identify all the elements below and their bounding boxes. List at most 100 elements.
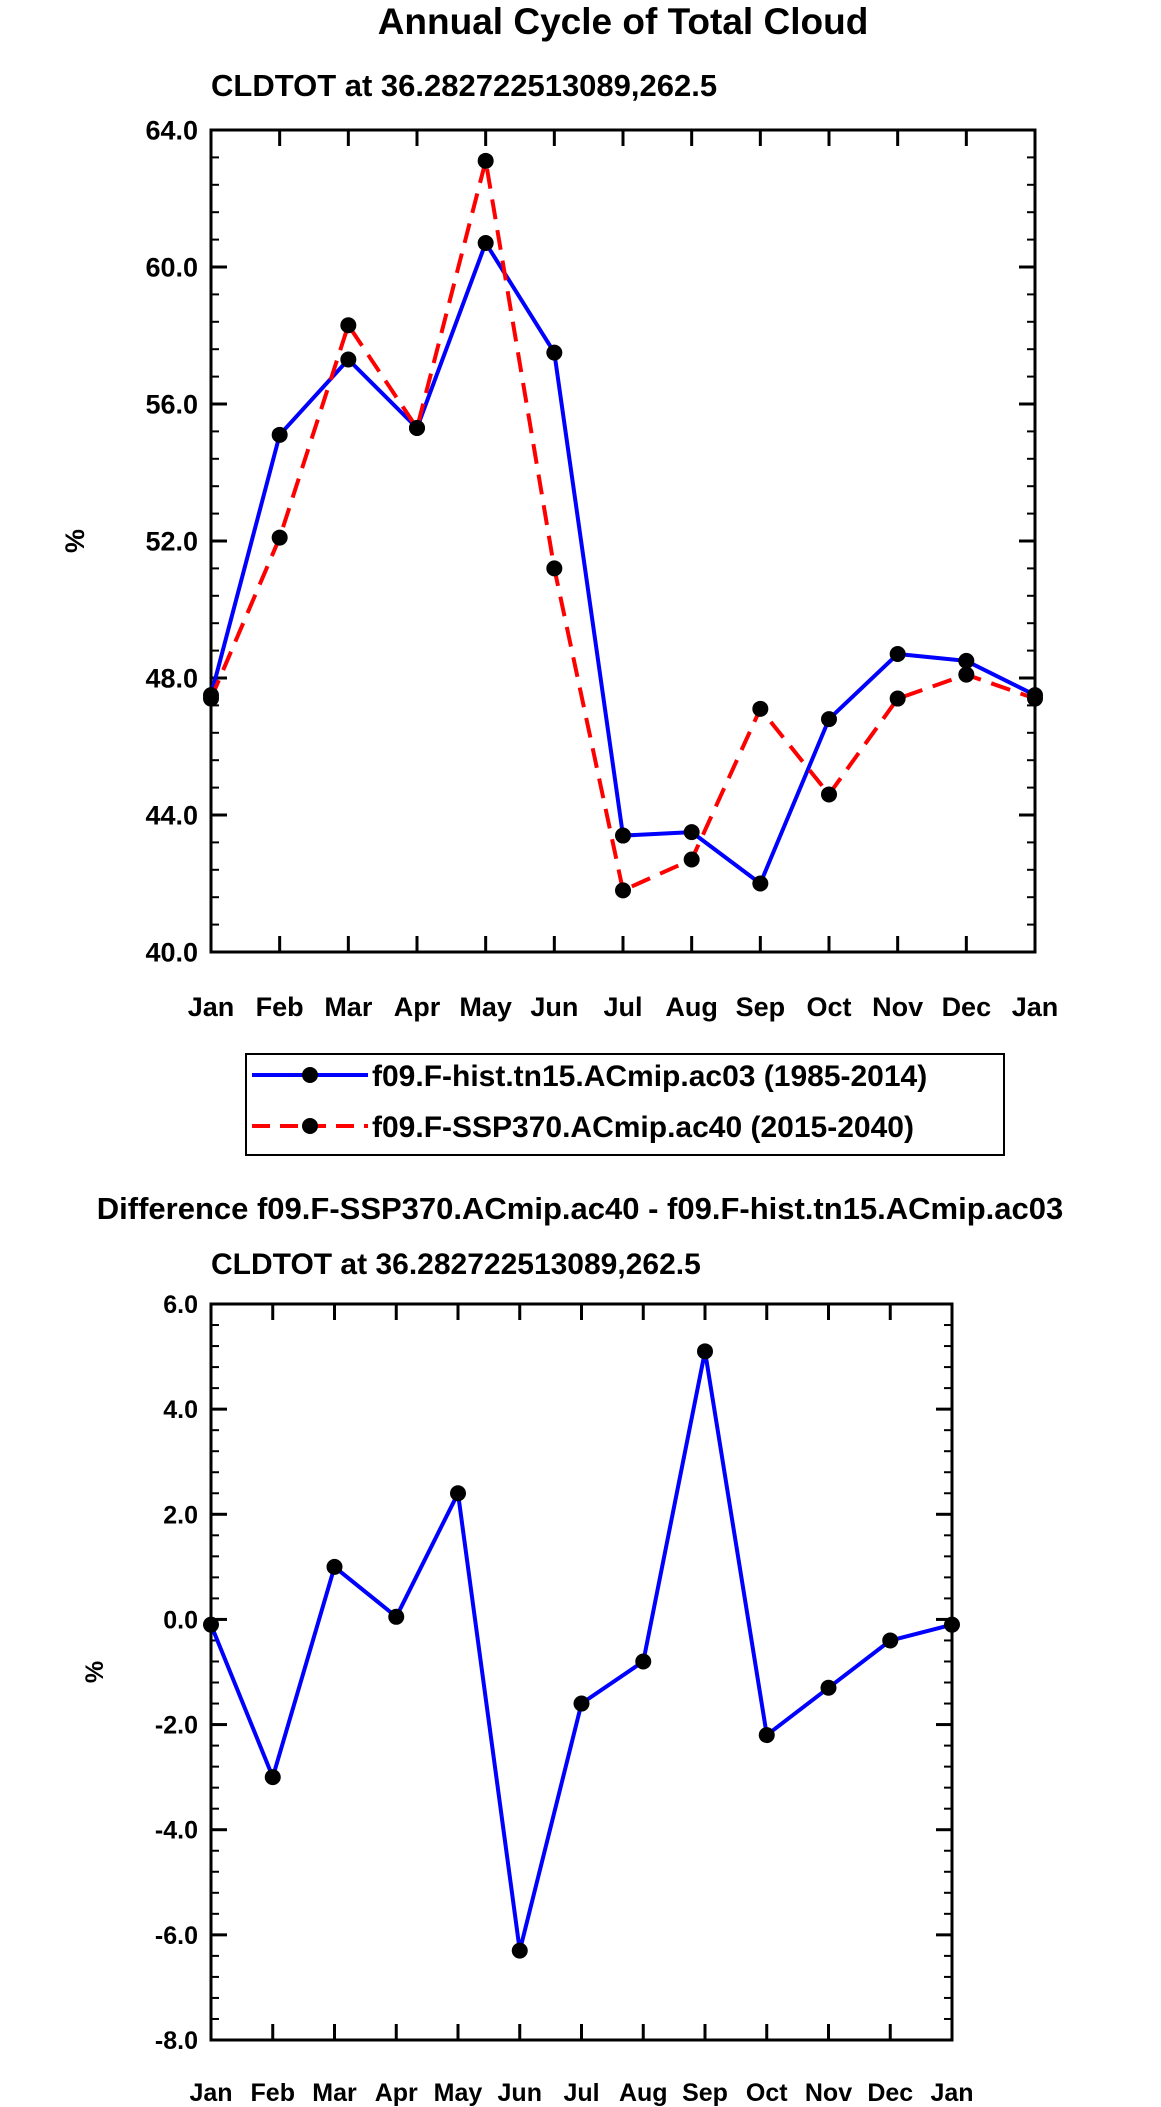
chart1-series-0-point [546, 344, 563, 361]
chart2-frame [209, 1302, 954, 2042]
chart1-series-0-point [683, 824, 700, 841]
chart1-series-1-point [683, 851, 700, 868]
chart2-x-axis: Jan Feb Mar Apr May Jun Jul Aug Sep Oct Nov Dec Jan [189, 1304, 974, 2107]
chart1-xtick-label: Jul [603, 992, 642, 1022]
chart2-xtick-label: Aug [619, 2079, 668, 2107]
chart2-xtick-label: Sep [682, 2079, 728, 2107]
chart1-xtick-label: Jan [188, 992, 235, 1022]
chart2-ytick-label: 4.0 [163, 1396, 198, 1424]
chart1-series-1-point [203, 690, 219, 707]
chart2-xtick-label: Oct [746, 2079, 788, 2107]
chart2-ytick-label: 2.0 [163, 1501, 198, 1529]
chart1-series-0-point [958, 652, 975, 669]
chart1-series-group [203, 152, 1043, 899]
chart1-y-axis: 40.0 44.0 48.0 52.0 56.0 60.0 64.0 [145, 116, 1035, 968]
legend-label-hist: f09.F-hist.tn15.ACmip.ac03 (1985-2014) [372, 1060, 927, 1093]
legend-label-ssp: f09.F-SSP370.ACmip.ac40 (2015-2040) [372, 1111, 914, 1144]
legend-marker-ssp [302, 1118, 318, 1134]
chart2-series-group [203, 1343, 960, 1959]
chart2-xtick-label: Jun [498, 2079, 542, 2107]
chart1-series-0-point [340, 351, 357, 368]
chart2-series-0-point [635, 1653, 652, 1670]
chart2-series-0-point [326, 1558, 343, 1575]
chart1-ytick-label: 40.0 [145, 938, 198, 968]
chart2-xtick-label: Jan [189, 2079, 232, 2107]
chart2-xtick-label: Dec [867, 2079, 913, 2107]
chart1-series-1-point [340, 317, 357, 334]
chart2-xtick-label: Nov [805, 2079, 852, 2107]
chart2-series-0-point [882, 1632, 899, 1649]
chart1-xtick-label: Dec [942, 992, 992, 1022]
chart2-xtick-label: Feb [251, 2079, 295, 2107]
chart1-series-1-point [889, 690, 906, 707]
chart1-xtick-label: Sep [736, 992, 786, 1022]
chart2-series-0-line [209, 1349, 953, 1953]
chart2-y-axis: -8.0 -6.0 -4.0 -2.0 0.0 2.0 4.0 6.0 [155, 1291, 952, 2055]
chart1-x-axis: Jan Feb Mar Apr May Jun Jul Aug Sep Oct Nov Dec Jan [188, 130, 1059, 1022]
chart1-xtick-label: Feb [256, 992, 304, 1022]
chart2-title: Difference f09.F-SSP370.ACmip.ac40 - f09… [97, 1191, 1064, 1226]
chart1-series-1-point [546, 560, 563, 577]
chart1-series-1-point [271, 529, 288, 546]
chart2-series-0-point [820, 1679, 837, 1696]
chart2-xtick-label: Jul [563, 2079, 599, 2107]
chart1-series-1-point [821, 786, 837, 803]
chart1-series-0-point [477, 235, 494, 252]
chart2-series-0-point [388, 1608, 405, 1625]
chart2-xtick-label: Apr [375, 2079, 418, 2107]
legend-marker-hist [302, 1067, 318, 1083]
chart2-series-0-point [758, 1727, 775, 1744]
chart2-xtick-label: May [434, 2079, 483, 2107]
chart1-xtick-label: Mar [324, 992, 373, 1022]
chart2-ylabel: % [81, 1661, 109, 1683]
chart1-series-1-line [209, 158, 1036, 893]
chart2-subtitle: CLDTOT at 36.282722513089,262.5 [211, 1248, 701, 1281]
chart1-ytick-label: 56.0 [145, 390, 198, 420]
chart2-ytick-label: 6.0 [163, 1291, 198, 1319]
chart1-title: Annual Cycle of Total Cloud [378, 1, 869, 42]
chart1-subtitle: CLDTOT at 36.282722513089,262.5 [211, 68, 717, 103]
chart1-xtick-label: Apr [394, 992, 441, 1022]
chart1-xtick-label: Jun [530, 992, 578, 1022]
chart2-series-0-point [697, 1343, 713, 1360]
chart1-ytick-label: 64.0 [145, 116, 198, 146]
chart1-series-1-point [615, 882, 631, 899]
chart2-series-0-point [203, 1616, 219, 1633]
chart1-series-1-point [958, 666, 975, 683]
chart2-ytick-label: -2.0 [155, 1712, 198, 1740]
legend-frame [245, 1053, 1005, 1156]
chart2-xtick-label: Mar [312, 2079, 357, 2107]
chart2-xtick-label: Jan [930, 2079, 973, 2107]
chart2-plot: -8.0 -6.0 -4.0 -2.0 0.0 2.0 4.0 6.0 Jan Feb Mar Ap… [81, 1291, 974, 2107]
chart1-plot: 40.0 44.0 48.0 52.0 56.0 60.0 64.0 Jan Feb Mar Ap… [60, 116, 1058, 1022]
chart1-legend: f09.F-hist.tn15.ACmip.ac03 (1985-2014) f… [245, 1053, 1005, 1156]
chart2-series-0-point [450, 1485, 466, 1502]
chart1-series-0-point [889, 646, 906, 663]
chart1-xtick-label: Aug [665, 992, 717, 1022]
chart1-ytick-label: 60.0 [145, 253, 198, 283]
chart1-series-1-point [1027, 690, 1043, 707]
chart2-ytick-label: 0.0 [163, 1606, 198, 1634]
chart1-series-0-point [821, 711, 837, 728]
chart1-series-0-line [209, 241, 1036, 886]
chart1-series-0-point [271, 426, 288, 443]
chart1-ytick-label: 44.0 [145, 801, 198, 831]
chart2-ytick-label: -6.0 [155, 1922, 198, 1950]
chart1-xtick-label: Nov [872, 992, 923, 1022]
chart1-ylabel: % [60, 529, 90, 553]
chart1-series-0-point [615, 827, 631, 844]
chart1-xtick-label: May [459, 992, 512, 1022]
chart2-series-0-point [944, 1616, 960, 1633]
chart2-series-0-point [511, 1942, 528, 1959]
chart2-series-0-point [264, 1769, 281, 1786]
chart1-xtick-label: Oct [806, 992, 851, 1022]
chart1-ytick-label: 48.0 [145, 664, 198, 694]
chart2-ytick-label: -4.0 [155, 1817, 198, 1845]
chart1-series-1-point [752, 700, 769, 717]
chart2-ytick-label: -8.0 [155, 2027, 198, 2055]
chart1-series-1-point [477, 152, 494, 169]
chart1-xtick-label: Jan [1012, 992, 1059, 1022]
chart1-series-1-point [409, 419, 425, 436]
chart2-series-0-point [573, 1695, 590, 1712]
